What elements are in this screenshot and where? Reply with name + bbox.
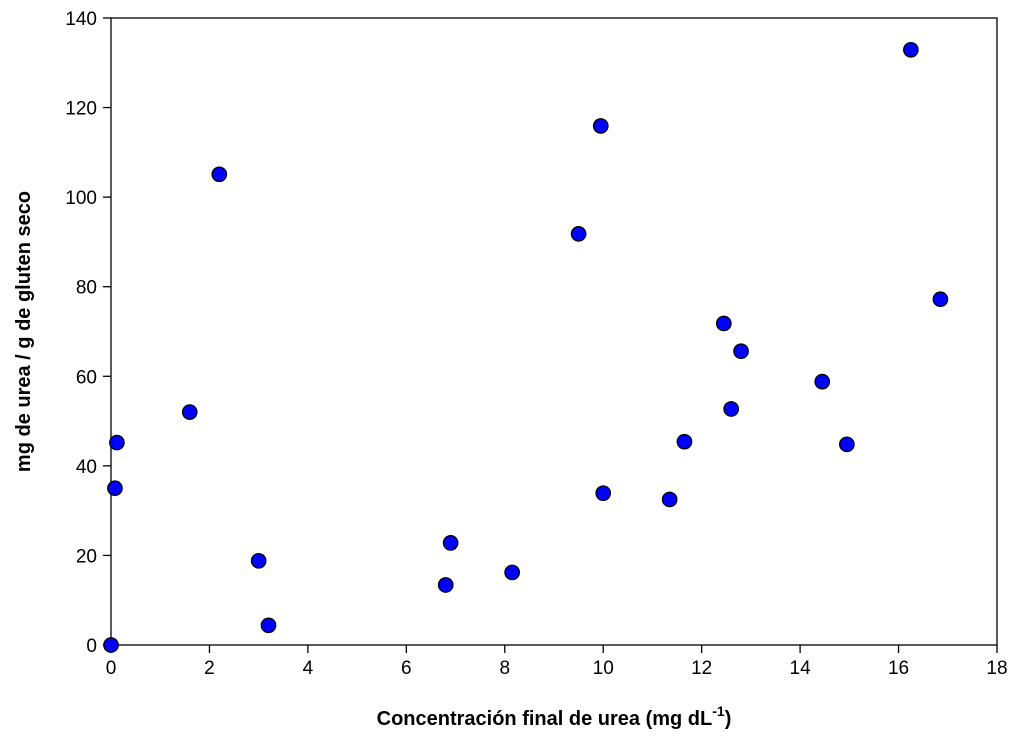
y-tick-label: 40: [76, 457, 97, 478]
x-tick-label: 4: [303, 658, 314, 679]
data-point: [839, 436, 855, 453]
y-tick-label: 60: [76, 367, 97, 388]
data-point: [814, 373, 831, 390]
data-point: [437, 577, 454, 593]
x-axis-title-superscript: -1: [712, 703, 725, 719]
y-axis: 0 20 40 60 80 100 120 140: [65, 9, 111, 657]
x-tick-label: 0: [106, 658, 117, 679]
x-axis: 0 2 4 6 8 10 12 14 16 18: [106, 645, 1008, 679]
x-tick-label: 2: [204, 658, 215, 679]
y-axis-title: mg de urea / g de gluten seco: [13, 191, 35, 472]
data-point: [903, 41, 919, 58]
data-point: [676, 433, 693, 450]
plot-border: [110, 17, 998, 646]
data-point: [260, 617, 277, 634]
x-axis-title-main: Concentración final de urea (mg dL: [377, 708, 713, 730]
data-point: [733, 343, 749, 360]
x-tick-label: 12: [691, 658, 712, 679]
x-tick-label: 16: [888, 658, 909, 679]
data-points: [103, 41, 949, 653]
y-tick-label: 100: [65, 188, 97, 209]
data-point: [504, 564, 521, 581]
data-point: [107, 480, 123, 497]
data-point: [932, 291, 949, 308]
x-tick-label: 18: [986, 658, 1007, 679]
y-tick-label: 140: [65, 9, 97, 30]
x-axis-title-suffix: ): [725, 708, 732, 730]
data-point: [442, 535, 459, 551]
plot-area: [110, 17, 998, 646]
data-point: [181, 404, 198, 420]
y-tick-label: 80: [76, 278, 97, 299]
x-tick-label: 6: [401, 658, 412, 679]
y-tick-label: 0: [86, 636, 97, 657]
data-point: [570, 226, 587, 242]
x-tick-label: 8: [499, 658, 510, 679]
data-point: [715, 315, 732, 332]
x-tick-label: 14: [790, 658, 812, 679]
x-axis-title: Concentración final de urea (mg dL-1): [377, 703, 732, 730]
data-point: [661, 491, 678, 508]
data-point: [109, 434, 125, 451]
data-point: [595, 485, 612, 502]
data-point: [103, 637, 119, 653]
y-tick-label: 20: [76, 546, 97, 567]
x-tick-label: 10: [593, 658, 614, 679]
data-point: [211, 166, 228, 183]
data-point: [592, 118, 609, 134]
y-tick-label: 120: [65, 99, 97, 120]
data-point: [250, 552, 267, 569]
data-point: [723, 401, 740, 417]
